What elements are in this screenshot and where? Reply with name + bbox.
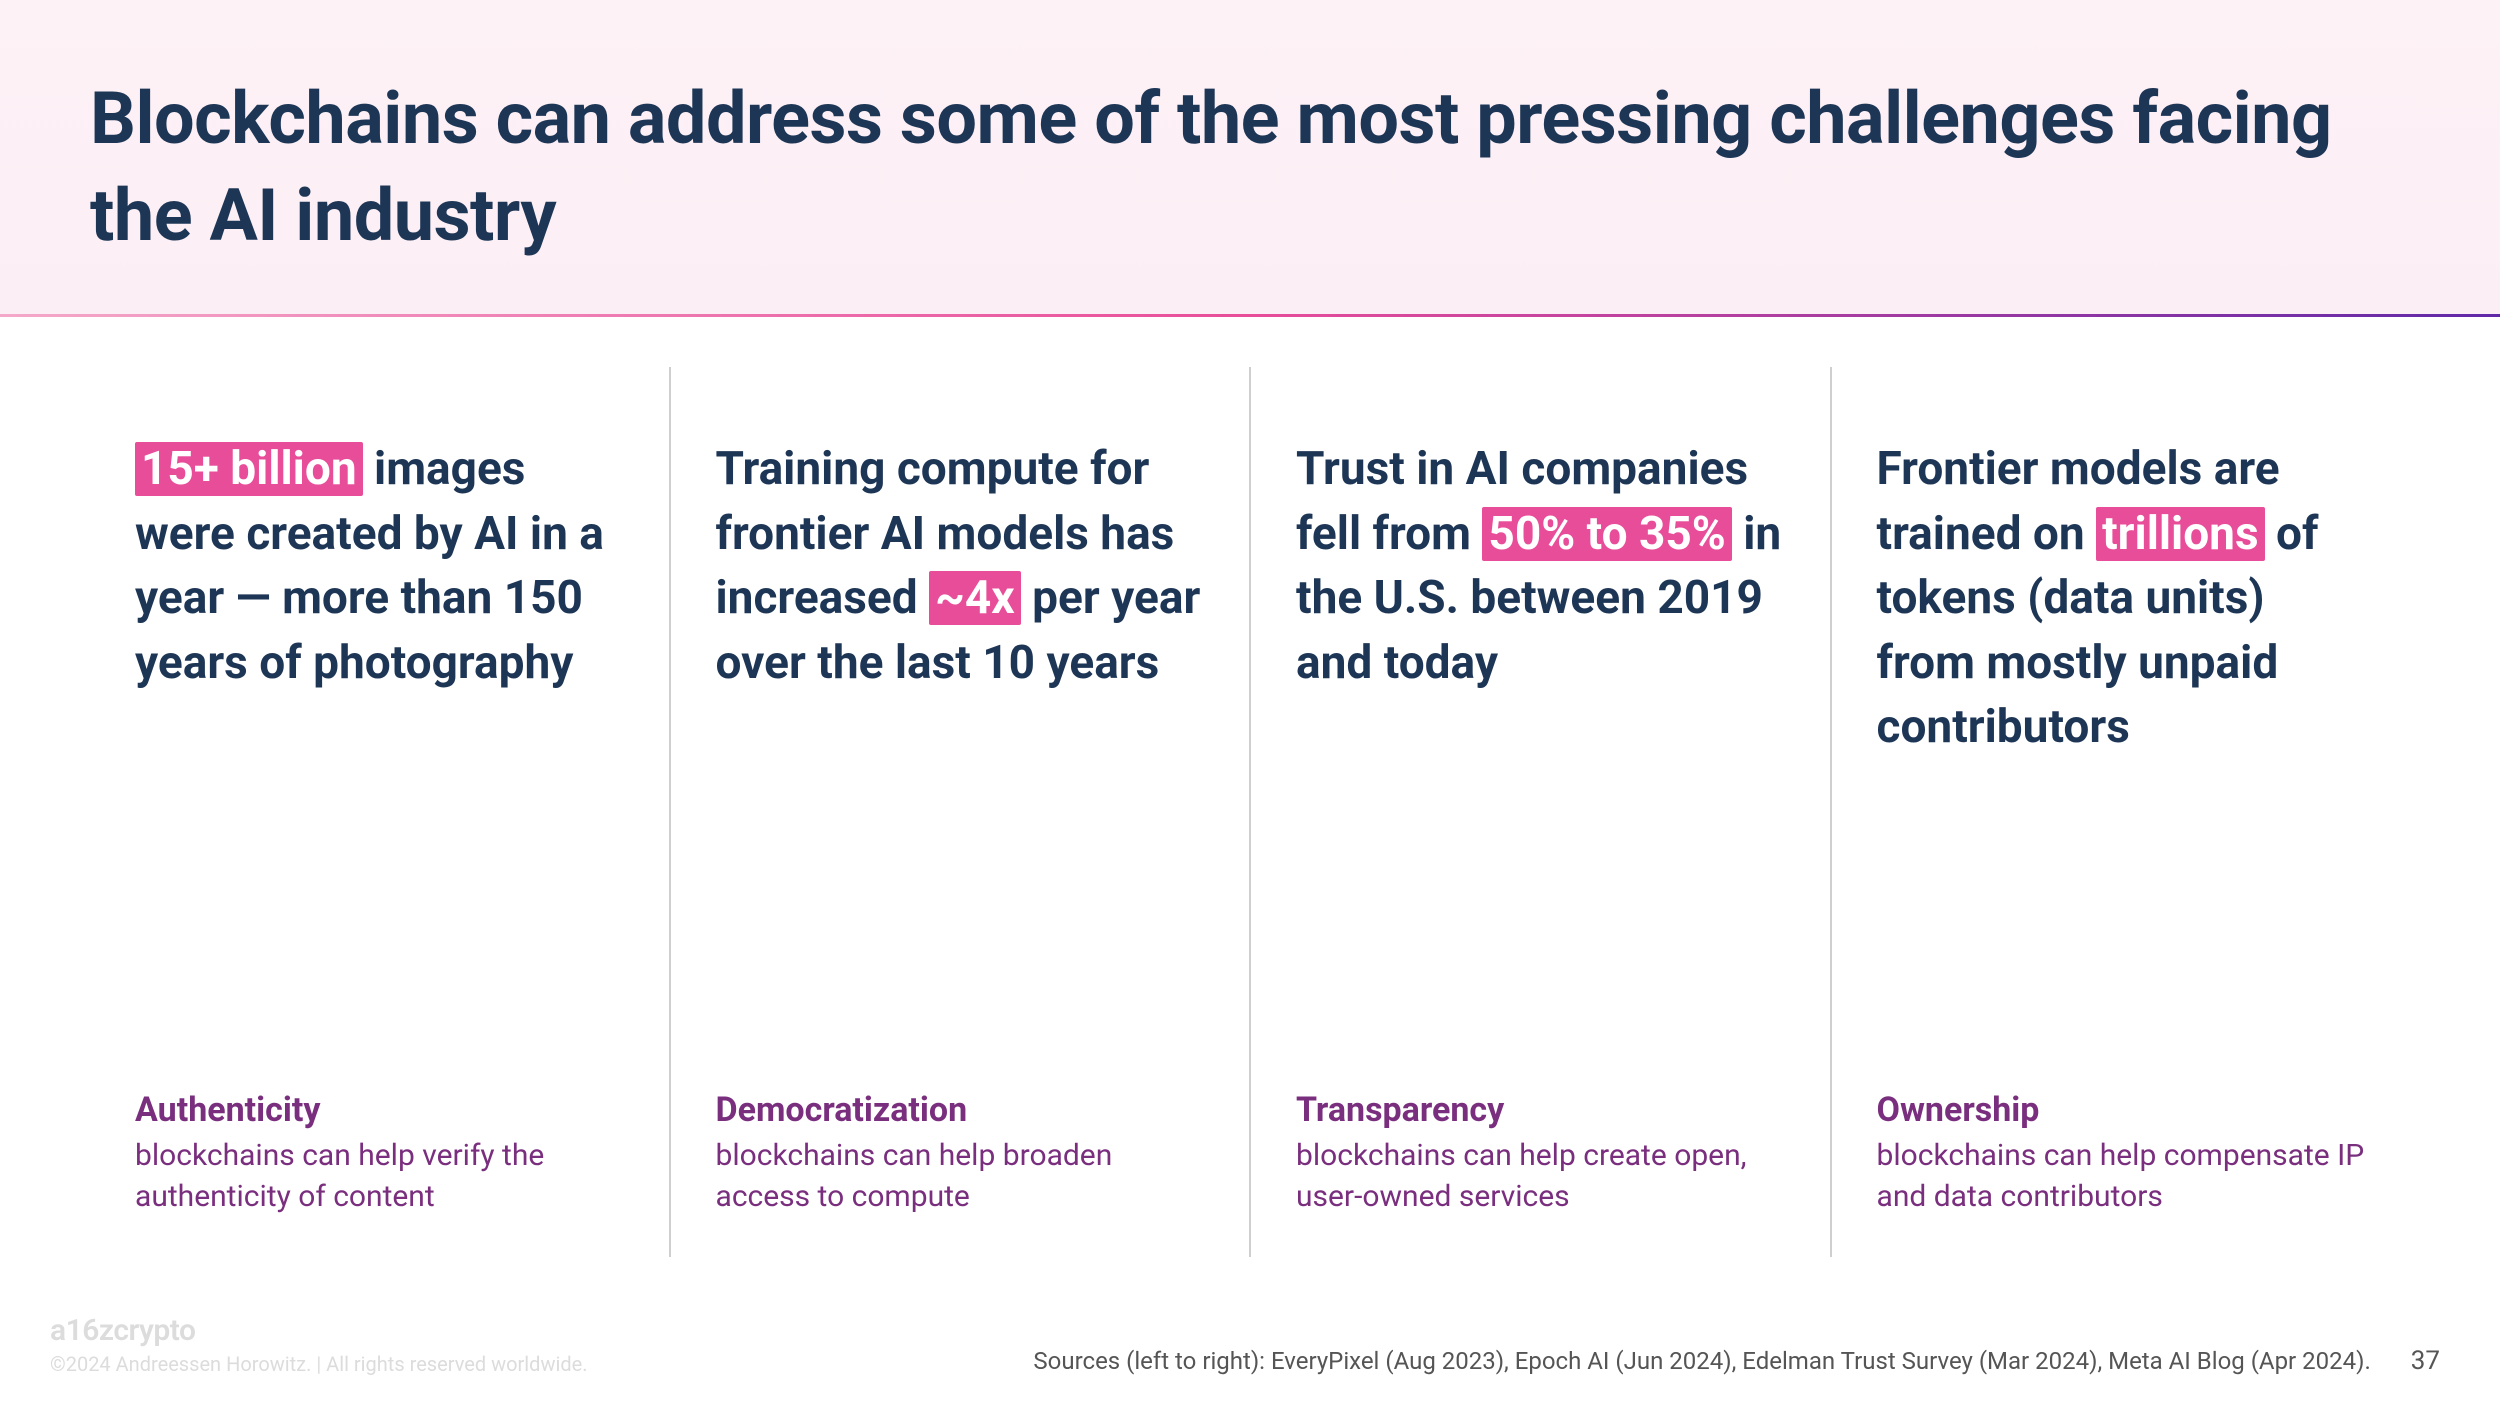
- label-title: Ownership: [1877, 1090, 2366, 1130]
- label-desc: blockchains can help compensate IP and d…: [1877, 1136, 2366, 1217]
- header-region: Blockchains can address some of the most…: [0, 0, 2500, 314]
- label-block: Transparency blockchains can help create…: [1296, 1090, 1785, 1217]
- stat-text: 15+ billion images were created by AI in…: [135, 437, 624, 695]
- footer-right: Sources (left to right): EveryPixel (Aug…: [1033, 1346, 2440, 1376]
- column-ownership: Frontier models are trained on trillions…: [1830, 367, 2411, 1257]
- footer: a16zcrypto ©2024 Andreessen Horowitz. | …: [0, 1313, 2500, 1376]
- page-number: 37: [2411, 1346, 2440, 1376]
- column-democratization: Training compute for frontier AI models …: [669, 367, 1250, 1257]
- stat-text: Trust in AI companies fell from 50% to 3…: [1296, 437, 1785, 695]
- label-block: Democratization blockchains can help bro…: [716, 1090, 1205, 1217]
- column-transparency: Trust in AI companies fell from 50% to 3…: [1249, 367, 1830, 1257]
- label-block: Ownership blockchains can help compensat…: [1877, 1090, 2366, 1217]
- label-title: Democratization: [716, 1090, 1205, 1130]
- column-authenticity: 15+ billion images were created by AI in…: [90, 367, 669, 1257]
- stat-text: Training compute for frontier AI models …: [716, 437, 1205, 695]
- stat-highlight: ~4x: [929, 571, 1021, 625]
- label-title: Transparency: [1296, 1090, 1785, 1130]
- columns-container: 15+ billion images were created by AI in…: [0, 317, 2500, 1257]
- stat-text: Frontier models are trained on trillions…: [1877, 437, 2366, 759]
- stat-highlight: 15+ billion: [135, 442, 363, 496]
- sources-text: Sources (left to right): EveryPixel (Aug…: [1033, 1347, 2370, 1375]
- slide: Blockchains can address some of the most…: [0, 0, 2500, 1406]
- slide-title: Blockchains can address some of the most…: [90, 70, 2410, 264]
- copyright-text: ©2024 Andreessen Horowitz. | All rights …: [50, 1352, 588, 1376]
- label-block: Authenticity blockchains can help verify…: [135, 1090, 624, 1217]
- label-title: Authenticity: [135, 1090, 624, 1130]
- label-desc: blockchains can help create open, user-o…: [1296, 1136, 1785, 1217]
- label-desc: blockchains can help broaden access to c…: [716, 1136, 1205, 1217]
- footer-left: a16zcrypto ©2024 Andreessen Horowitz. | …: [50, 1313, 588, 1376]
- stat-highlight: 50% to 35%: [1482, 507, 1731, 561]
- logo-text: a16zcrypto: [50, 1313, 588, 1348]
- stat-highlight: trillions: [2096, 507, 2265, 561]
- label-desc: blockchains can help verify the authenti…: [135, 1136, 624, 1217]
